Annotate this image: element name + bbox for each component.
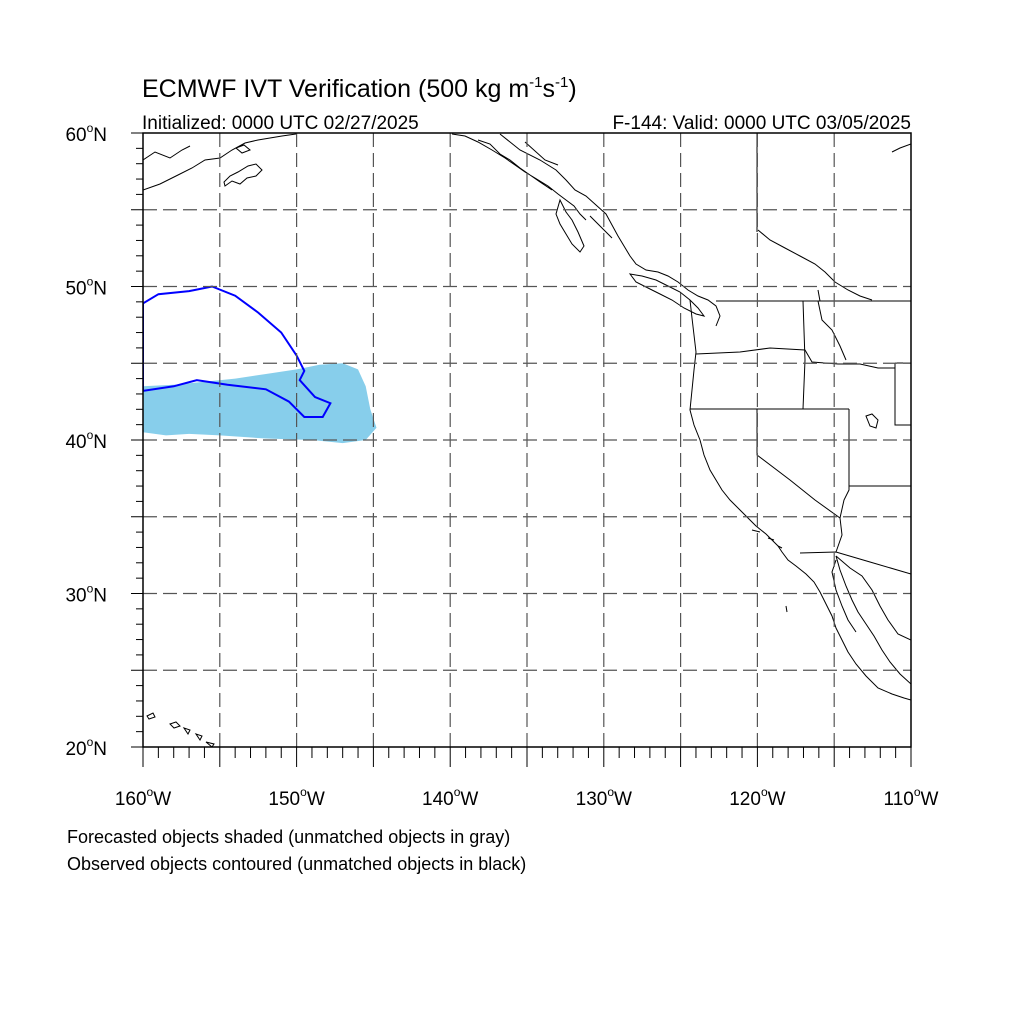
valid-time-label: F-144: Valid: 0000 UTC 03/05/2025 (612, 113, 911, 134)
title-exponent-2: -1 (555, 74, 568, 91)
title-main: ECMWF IVT Verification (500 kg m (142, 75, 529, 103)
us-mexico-border (799, 551, 911, 575)
footnote-forecast: Forecasted objects shaded (unmatched obj… (67, 827, 510, 847)
lon-label: 140oW (422, 785, 478, 810)
lon-label-hemisphere: W (614, 789, 632, 810)
lon-label-degrees: 160 (115, 789, 147, 810)
lon-label-hemisphere: W (307, 789, 325, 810)
figure-title: ECMWF IVT Verification (500 kg m-1s-1) (142, 74, 577, 103)
lon-label: 120oW (729, 785, 785, 810)
degree-symbol: o (761, 785, 768, 799)
lat-label-degrees: 30 (65, 586, 86, 607)
lat-label-hemisphere: N (93, 739, 107, 760)
coastline-layer (143, 133, 911, 747)
lon-label-hemisphere: W (153, 789, 171, 810)
hawaii-islands (146, 712, 215, 747)
observed-object-contour (143, 285, 332, 418)
wa-or-border (695, 347, 895, 369)
initialized-label: Initialized: 0000 UTC 02/27/2025 (142, 113, 419, 134)
lon-label: 130oW (576, 785, 632, 810)
degree-symbol: o (147, 785, 154, 799)
nv-ut-border (839, 409, 850, 519)
alaska-canada-border (524, 141, 559, 166)
lon-label: 160oW (115, 785, 171, 810)
lat-label-hemisphere: N (93, 279, 107, 300)
channel-islands (751, 529, 788, 613)
degree-symbol: o (300, 785, 307, 799)
wyoming-border (894, 362, 911, 426)
lon-label-hemisphere: W (921, 789, 939, 810)
lat-label-degrees: 50 (65, 279, 86, 300)
degree-symbol: o (87, 121, 94, 135)
us-west-coastline (689, 299, 911, 701)
az-ca-border (835, 517, 843, 553)
lat-label-degrees: 40 (65, 432, 86, 453)
lon-label-degrees: 140 (422, 789, 454, 810)
lon-label: 110oW (884, 785, 939, 810)
degree-symbol: o (607, 785, 614, 799)
lat-label: 50oN (65, 275, 107, 300)
political-boundaries (524, 133, 911, 575)
gridlines (143, 133, 911, 747)
lat-label-hemisphere: N (93, 432, 107, 453)
lon-label-hemisphere: W (768, 789, 786, 810)
lon-label-degrees: 120 (729, 789, 761, 810)
degree-symbol: o (87, 275, 94, 289)
lat-label: 40oN (65, 428, 107, 453)
lat-label-hemisphere: N (93, 125, 107, 146)
title-unit-s: s (543, 75, 556, 103)
ca-nv-border (756, 409, 841, 519)
lon-label-degrees: 130 (576, 789, 608, 810)
degree-symbol: o (87, 428, 94, 442)
vancouver-island (628, 273, 706, 317)
lon-label: 150oW (268, 785, 324, 810)
axis-ticks (131, 132, 912, 767)
great-salt-lake (865, 413, 879, 429)
alaska-coastline (143, 133, 613, 253)
lat-label: 20oN (65, 735, 107, 760)
degree-symbol: o (914, 785, 921, 799)
title-close: ) (568, 75, 576, 103)
lat-label-hemisphere: N (93, 586, 107, 607)
gulf-of-california (831, 555, 911, 685)
lon-label-degrees: 110 (884, 789, 914, 810)
lat-label-degrees: 60 (65, 125, 86, 146)
title-exponent-1: -1 (529, 74, 542, 91)
lon-label-degrees: 150 (268, 789, 300, 810)
lon-label-hemisphere: W (460, 789, 478, 810)
lat-label-degrees: 20 (65, 739, 86, 760)
bc-coastline (499, 133, 721, 327)
alberta-boundary (756, 133, 821, 302)
lat-label: 60oN (65, 121, 107, 146)
mexico-coastline (835, 555, 911, 641)
footnote-observed: Observed objects contoured (unmatched ob… (67, 854, 526, 874)
forecast-object-shaded (143, 363, 377, 444)
degree-symbol: o (454, 785, 461, 799)
degree-symbol: o (87, 735, 94, 749)
lat-label: 30oN (65, 582, 107, 607)
interior-canada-coast (757, 143, 911, 301)
degree-symbol: o (87, 582, 94, 596)
idaho-montana-border (817, 300, 847, 361)
idaho-west-border (802, 300, 806, 410)
